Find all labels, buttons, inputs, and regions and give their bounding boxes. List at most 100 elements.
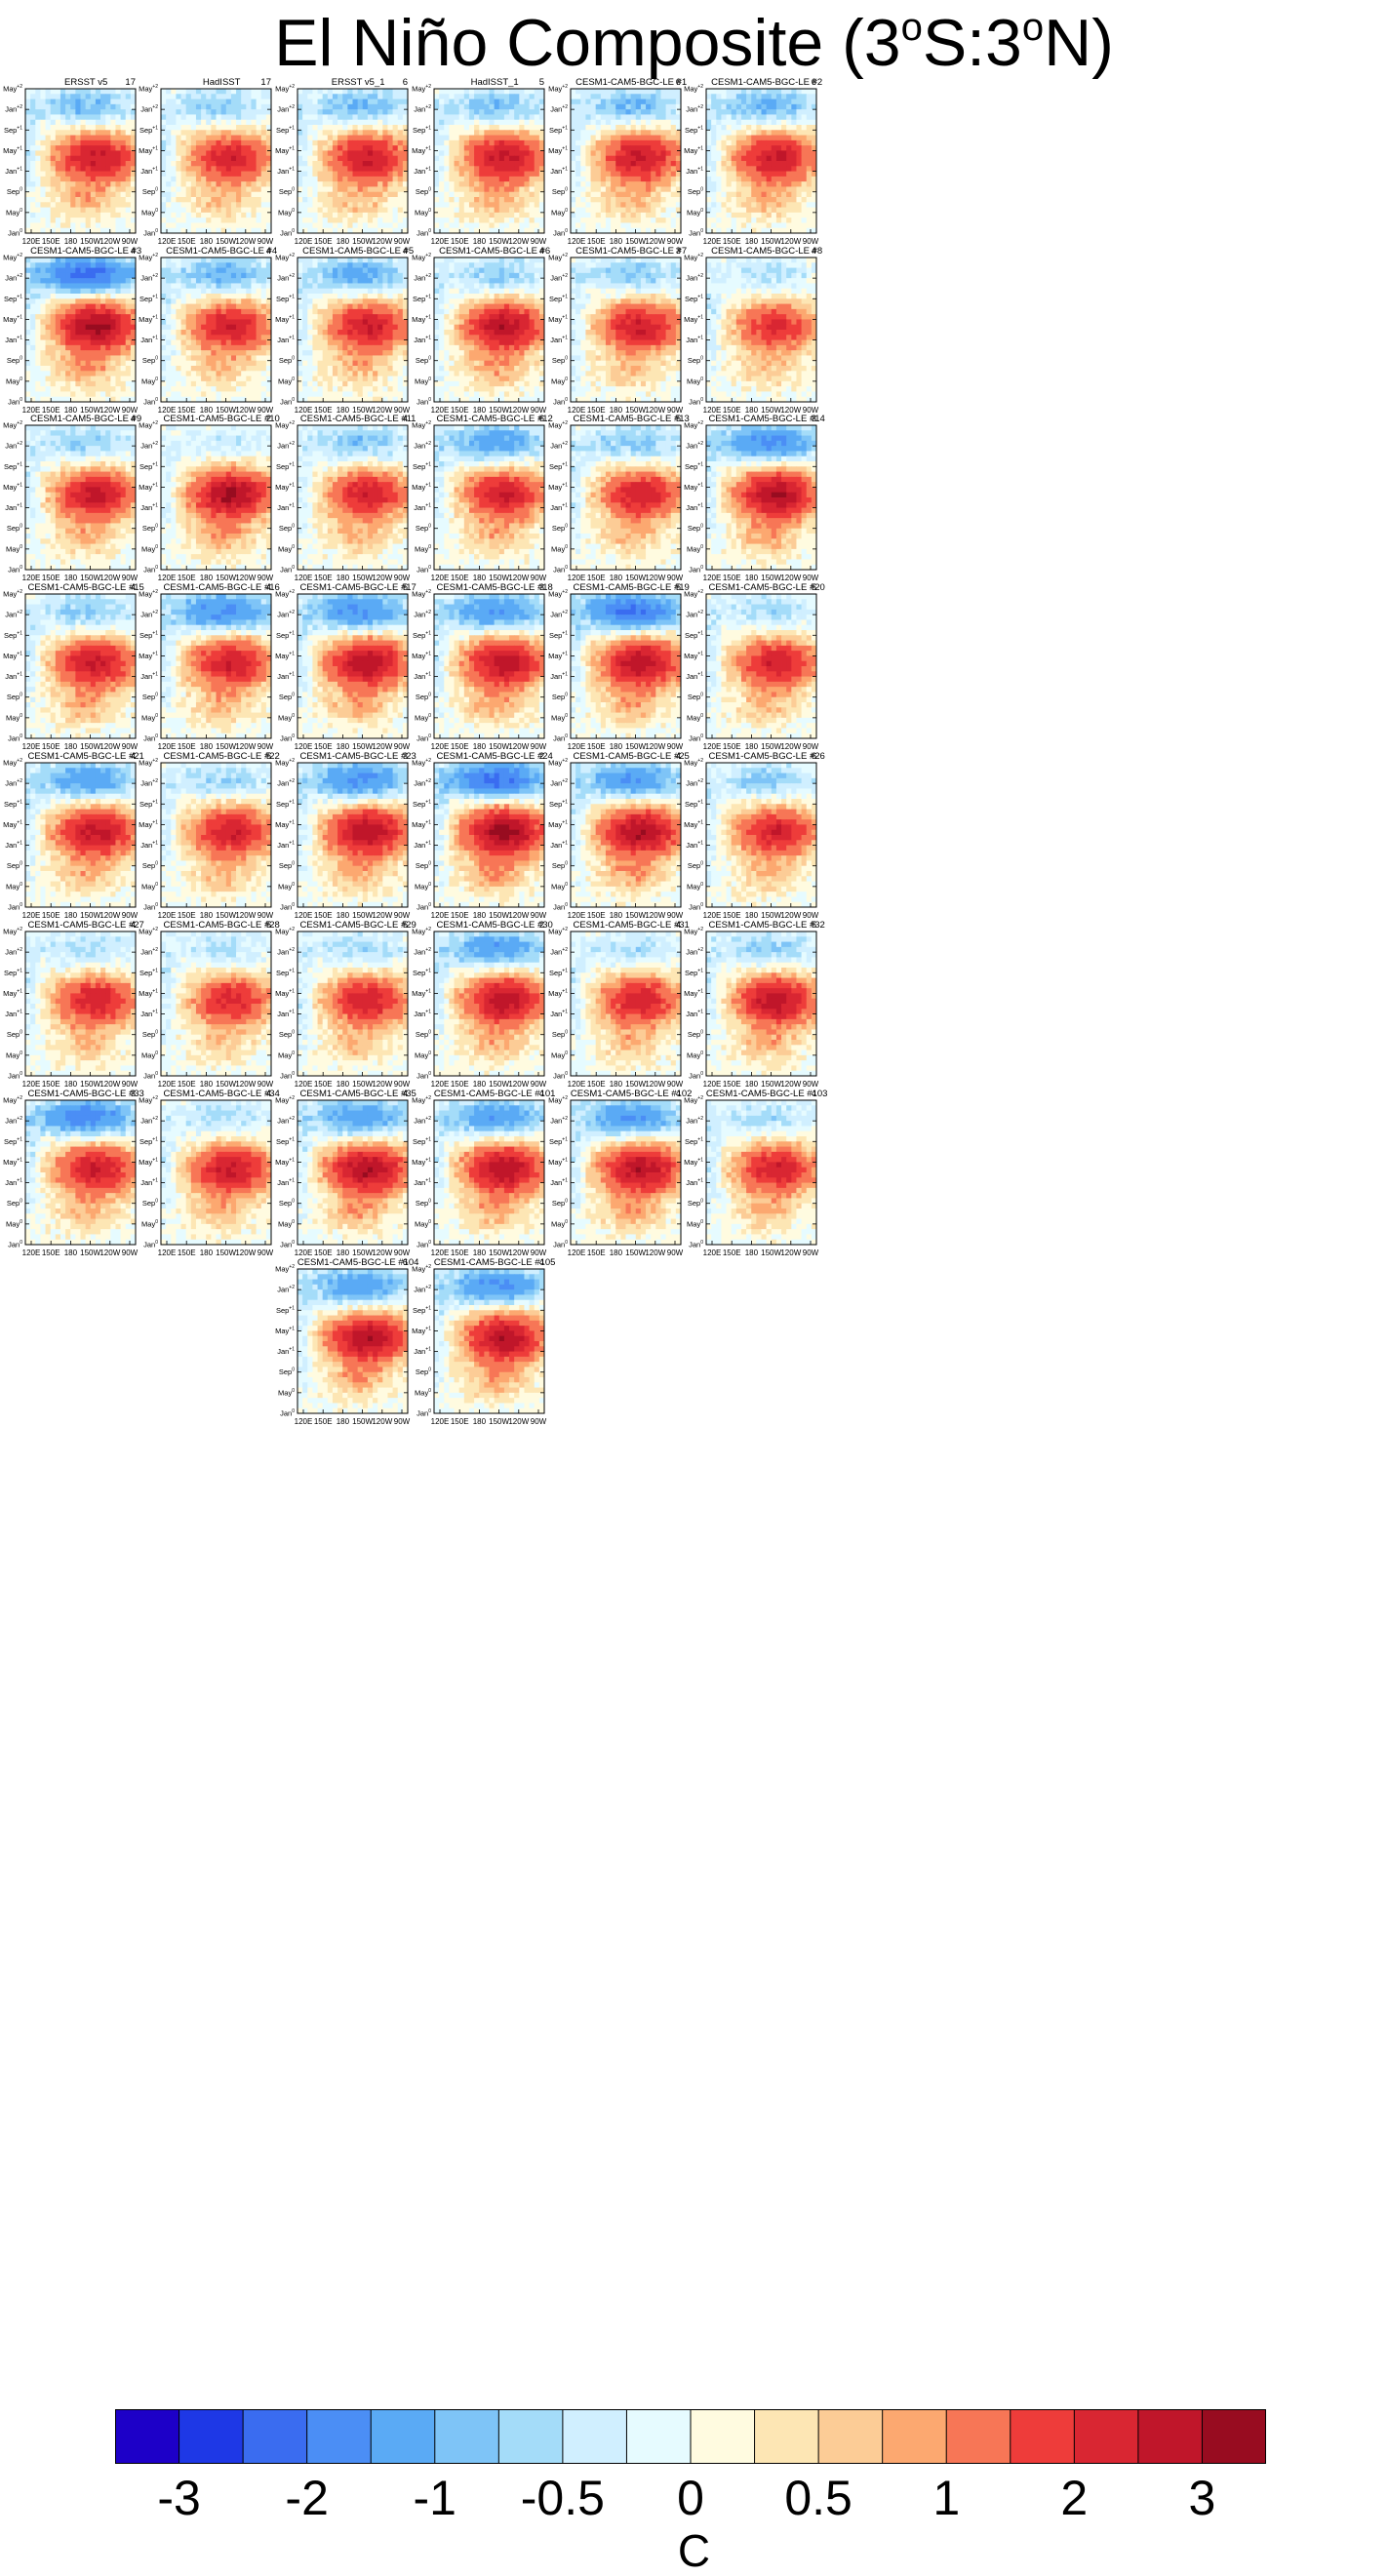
heatmap-cell [535,140,540,146]
heatmap-cell [81,202,87,208]
heatmap-cell [297,192,303,198]
heatmap-cell [25,94,31,99]
heatmap-cell [666,181,672,187]
heatmap-cell [530,125,535,131]
heatmap-cell [530,140,535,146]
heatmap-cell [620,136,626,141]
heatmap-cell [535,89,540,95]
heatmap-cell [671,120,677,126]
heatmap-cell [636,202,642,208]
heatmap-cell [373,125,378,131]
heatmap-cell [236,335,242,340]
heatmap-cell [342,192,348,198]
heatmap-cell [353,120,359,126]
heatmap-cell [377,145,383,151]
heatmap-cell [30,166,36,172]
heatmap-cell [796,192,802,198]
heatmap-cell [711,181,717,187]
heatmap-cell [781,222,787,228]
heatmap-cell [353,156,359,162]
heatmap-cell [711,166,717,172]
heatmap-cell [721,150,727,156]
heatmap-cell [611,99,616,105]
heatmap-cell [115,99,121,105]
heatmap-cell [121,376,127,382]
heatmap-cell [387,208,393,214]
heatmap-cell [60,309,66,315]
heatmap-cell [25,172,31,178]
heatmap-cell [651,197,656,203]
heatmap-cell [741,120,747,126]
heatmap-cell [30,145,36,151]
heatmap-cell [655,166,661,172]
heatmap-cell [666,89,672,95]
heatmap-cell [464,150,470,156]
heatmap-cell [191,345,197,351]
heatmap-cell [231,289,237,295]
heatmap-cell [110,304,116,310]
heatmap-cell [246,114,252,120]
heatmap-cell [459,114,465,120]
heatmap-cell [736,130,742,136]
heatmap-cell [606,166,612,172]
heatmap-cell [217,114,222,120]
heatmap-cell [767,208,773,214]
heatmap-cell [751,186,757,192]
heatmap-cell [504,136,510,141]
heatmap-cell [100,278,106,284]
heatmap-cell [711,145,717,151]
heatmap-cell [206,325,212,331]
heatmap-cell [666,213,672,218]
heatmap-cell [751,161,757,167]
heatmap-cell [328,130,334,136]
heatmap-cell [217,314,222,320]
heatmap-cell [323,145,329,151]
heatmap-cell [226,89,232,95]
heatmap-cell [626,89,632,95]
y-tick-label: Jan0 [416,228,431,238]
heatmap-cell [171,145,177,151]
heatmap-cell [535,150,540,156]
heatmap-cell [741,161,747,167]
heatmap-cell [626,213,632,218]
heatmap-cell [236,340,242,346]
heatmap-cell [368,136,374,141]
heatmap-cell [86,376,92,382]
heatmap-cell [377,114,383,120]
heatmap-cell [434,99,440,105]
heatmap-cell [727,177,733,182]
heatmap-cell [176,186,181,192]
heatmap-cell [641,136,647,141]
heatmap-cell [40,314,46,320]
heatmap-cell [171,161,177,167]
heatmap-cell [166,298,172,304]
heatmap-cell [464,145,470,151]
heatmap-cell [727,89,733,95]
heatmap-cell [65,391,71,397]
heatmap-cell [35,208,41,214]
heatmap-cell [171,325,177,331]
heatmap-cell [56,192,61,198]
heatmap-cell [333,130,338,136]
heatmap-cell [474,89,480,95]
heatmap-cell [91,386,97,392]
heatmap-cell [51,314,57,320]
heatmap-cell [166,314,172,320]
heatmap-cell [201,218,207,223]
heatmap-cell [530,150,535,156]
heatmap-cell [241,99,247,105]
heatmap-cell [181,140,187,146]
heatmap-cell [201,314,207,320]
heatmap-cell [751,94,757,99]
heatmap-cell [398,130,404,136]
heatmap-cell [655,156,661,162]
heatmap-cell [479,145,485,151]
heatmap-cell [226,156,232,162]
heatmap-cell [241,268,247,274]
heatmap-cell [474,145,480,151]
heatmap-cell [449,192,455,198]
heatmap-cell [393,150,399,156]
heatmap-cell [741,202,747,208]
heatmap-cell [302,192,308,198]
heatmap-cell [70,258,76,263]
